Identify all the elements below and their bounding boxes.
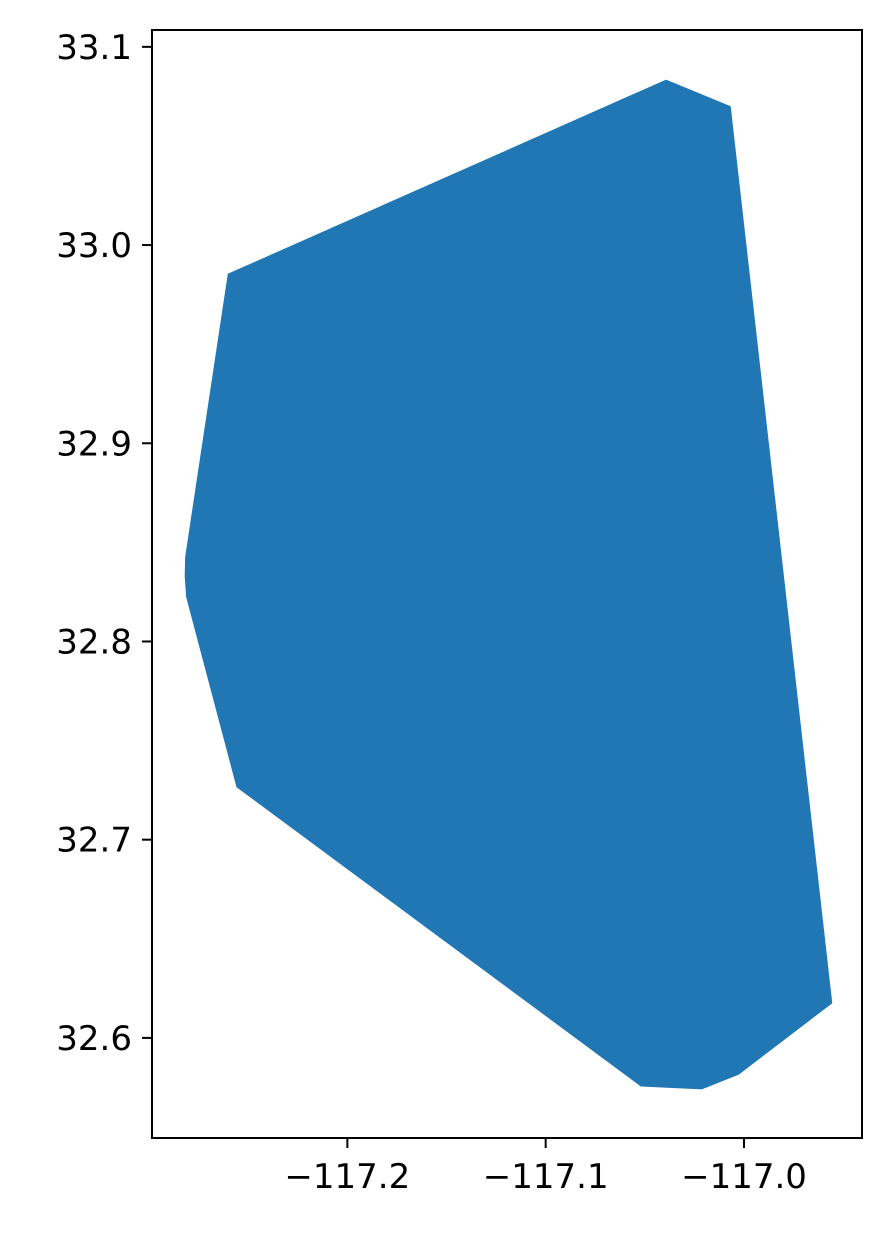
y-tick-label: 32.8 [56, 622, 132, 662]
y-tick-label: 32.7 [56, 821, 132, 861]
axes-frame [151, 29, 863, 1139]
y-tick-label: 32.6 [56, 1019, 132, 1059]
x-tick-label: −117.0 [681, 1157, 807, 1197]
x-axis: −117.2 −117.1 −117.0 [284, 1138, 807, 1197]
plot-area [184, 79, 833, 1090]
y-tick-label: 33.1 [56, 28, 132, 68]
x-tick-label: −117.1 [483, 1157, 609, 1197]
x-tick-label: −117.2 [284, 1157, 410, 1197]
y-tick-label: 32.9 [56, 424, 132, 464]
region-polygon [184, 79, 833, 1090]
y-tick-label: 33.0 [56, 226, 132, 266]
y-axis: 32.6 32.7 32.8 32.9 33.0 33.1 [56, 28, 152, 1059]
